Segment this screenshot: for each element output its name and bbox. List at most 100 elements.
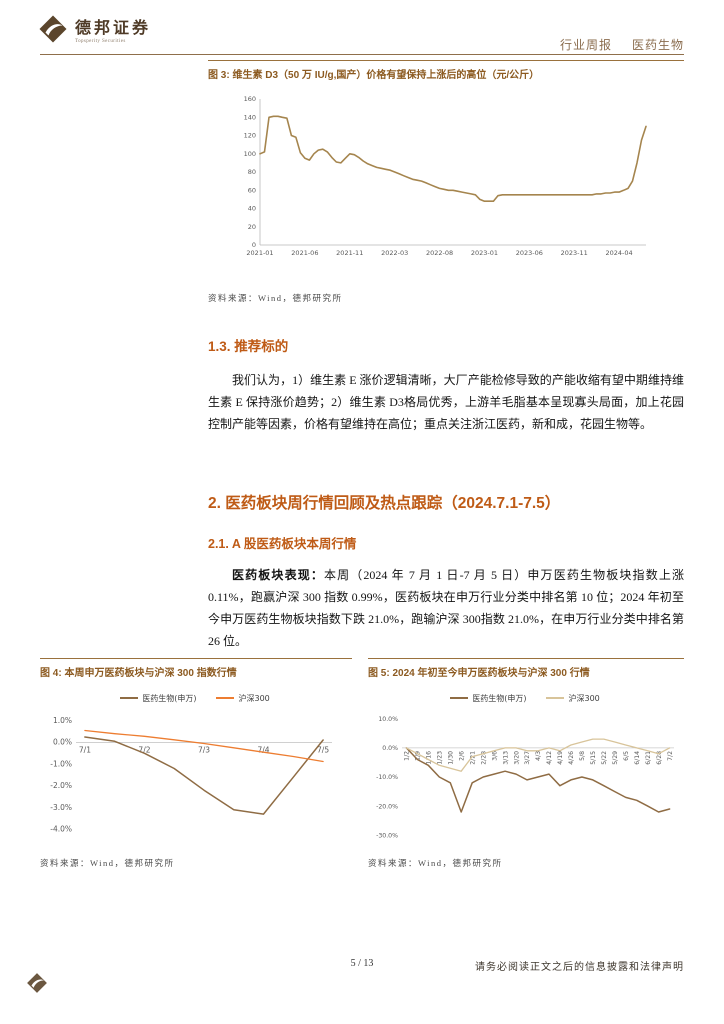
section-2-1-heading: 2.1. A 股医药板块本周行情 [208,537,357,551]
svg-text:2021-11: 2021-11 [336,249,363,257]
svg-text:6/5: 6/5 [623,751,630,761]
svg-text:7/2: 7/2 [138,745,150,754]
svg-text:100: 100 [244,150,256,158]
legend-label-hs300: 沪深300 [568,693,600,703]
legend-line-swatch-hs300 [216,697,235,699]
legend-line-swatch-pharma [120,697,139,699]
svg-text:6/14: 6/14 [634,751,641,765]
svg-text:7/2: 7/2 [667,751,674,761]
svg-text:2024-04: 2024-04 [605,249,632,257]
figure-3-title: 图 3: 维生素 D3（50 万 IU/g,国产）价格有望保持上涨后的高位（元/… [208,60,684,81]
figure-5-legend: 医药生物(申万) 沪深300 [368,692,684,704]
svg-text:7/5: 7/5 [317,745,329,754]
svg-text:1/23: 1/23 [436,751,443,765]
svg-text:-10.0%: -10.0% [376,774,398,781]
svg-text:120: 120 [244,132,256,140]
svg-text:4/3: 4/3 [535,751,542,761]
footer-disclaimer: 请务必阅读正文之后的信息披露和法律声明 [475,962,684,973]
svg-text:20: 20 [248,223,256,231]
svg-text:10.0%: 10.0% [378,716,398,723]
section-1-3: 1.3. 推荐标的 我们认为，1）维生素 E 涨价逻辑清晰，大厂产能检修导致的产… [208,338,684,435]
svg-text:2022-08: 2022-08 [426,249,453,257]
svg-text:-3.0%: -3.0% [50,803,72,812]
svg-text:-4.0%: -4.0% [50,825,72,834]
figure-3: 图 3: 维生素 D3（50 万 IU/g,国产）价格有望保持上涨后的高位（元/… [208,60,684,304]
page-number: 5 / 13 [350,958,374,969]
svg-text:2021-06: 2021-06 [291,249,318,257]
svg-text:140: 140 [244,113,256,121]
svg-text:5/29: 5/29 [612,751,619,765]
svg-text:2/6: 2/6 [458,751,465,761]
header-meta: 行业周报 医药生物 [560,36,684,53]
svg-text:2023-11: 2023-11 [561,249,588,257]
legend-line-swatch-pharma [450,697,469,699]
svg-text:40: 40 [248,205,256,213]
figure-5-source: 资料来源：Wind，德邦研究所 [368,858,503,868]
svg-text:1/16: 1/16 [426,751,433,765]
brand: 德邦证券 Topsperity Securities [38,14,151,44]
section-1-3-heading: 1.3. 推荐标的 [208,339,289,354]
brand-text: 德邦证券 Topsperity Securities [75,14,151,44]
figure-4-legend: 医药生物(申万) 沪深300 [40,692,352,704]
svg-text:2022-03: 2022-03 [381,249,408,257]
legend-line-swatch-hs300 [546,697,565,699]
brand-name: 德邦证券 [75,20,152,37]
section-1-3-paragraph: 我们认为，1）维生素 E 涨价逻辑清晰，大厂产能检修导致的产能收缩有望中期维持维… [208,373,684,431]
brand-logo-icon [39,15,67,43]
svg-text:3/20: 3/20 [513,751,520,765]
footer-logo-icon [27,973,47,993]
svg-text:-1.0%: -1.0% [50,759,72,768]
paragraph-body: 本周（2024 年 7 月 1 日-7 月 5 日）申万医药生物板块指数上涨 0… [208,568,684,648]
figure-3-source: 资料来源：Wind，德邦研究所 [208,293,343,303]
svg-text:2/21: 2/21 [469,751,476,765]
svg-text:3/13: 3/13 [502,751,509,765]
figure-4-title: 图 4: 本周申万医药板块与沪深 300 指数行情 [40,658,352,679]
figure-3-chart: 0 20 40 60 80 100 120 140 160 2021-01 2021-06 2021-… [244,95,647,257]
svg-text:7/4: 7/4 [257,745,269,754]
svg-text:0.0%: 0.0% [53,738,72,747]
svg-text:4/12: 4/12 [546,751,553,765]
svg-text:1/30: 1/30 [447,751,454,765]
svg-text:5/8: 5/8 [579,751,586,761]
section-2: 2. 医药板块周行情回顾及热点跟踪（2024.7.1-7.5） 2.1. A 股… [208,494,684,652]
svg-text:3/27: 3/27 [524,751,531,765]
svg-text:7/1: 7/1 [79,745,91,754]
svg-text:1/9: 1/9 [415,751,422,761]
svg-text:5/22: 5/22 [601,751,608,765]
svg-text:2023-06: 2023-06 [516,249,543,257]
svg-text:-20.0%: -20.0% [376,803,398,810]
svg-text:2/28: 2/28 [480,751,487,765]
svg-text:2023-01: 2023-01 [471,249,498,257]
legend-label-pharma: 医药生物(申万) [472,693,527,703]
svg-text:5/15: 5/15 [590,751,597,765]
legend-label-hs300: 沪深300 [238,693,270,703]
section-2-heading: 2. 医药板块周行情回顾及热点跟踪（2024.7.1-7.5） [208,495,561,512]
svg-text:0: 0 [252,241,256,249]
svg-text:60: 60 [248,186,256,194]
figure-5-title: 图 5: 2024 年初至今申万医药板块与沪深 300 行情 [368,658,684,679]
svg-text:4/19: 4/19 [557,751,564,765]
figure-4-source: 资料来源：Wind，德邦研究所 [40,858,175,868]
svg-text:160: 160 [244,95,256,103]
figure-5: 图 5: 2024 年初至今申万医药板块与沪深 300 行情 医药生物(申万) … [368,658,684,869]
svg-text:-30.0%: -30.0% [376,832,398,839]
svg-text:6/21: 6/21 [645,751,652,765]
svg-text:0.0%: 0.0% [382,745,398,752]
figure-5-chart: 10.0% 0.0% -10.0% -20.0% -30.0% 1/2 1/9 1/16 1/2… [376,716,674,839]
svg-text:1/2: 1/2 [404,751,411,761]
svg-text:7/3: 7/3 [198,745,210,754]
svg-text:3/6: 3/6 [491,751,498,761]
svg-text:80: 80 [248,168,256,176]
svg-text:6/28: 6/28 [656,751,663,765]
legend-label-pharma: 医药生物(申万) [142,693,197,703]
header-divider [40,54,684,55]
paragraph-lead: 医药板块表现： [232,568,324,582]
section-2-1-paragraph: 医药板块表现：本周（2024 年 7 月 1 日-7 月 5 日）申万医药生物板… [208,564,684,652]
figure-4: 图 4: 本周申万医药板块与沪深 300 指数行情 医药生物(申万) 沪深300… [40,658,352,869]
svg-text:1.0%: 1.0% [53,716,72,725]
svg-text:4/26: 4/26 [568,751,575,765]
svg-text:-2.0%: -2.0% [50,781,72,790]
industry-label: 医药生物 [631,38,684,52]
brand-tagline: Topsperity Securities [75,39,126,44]
